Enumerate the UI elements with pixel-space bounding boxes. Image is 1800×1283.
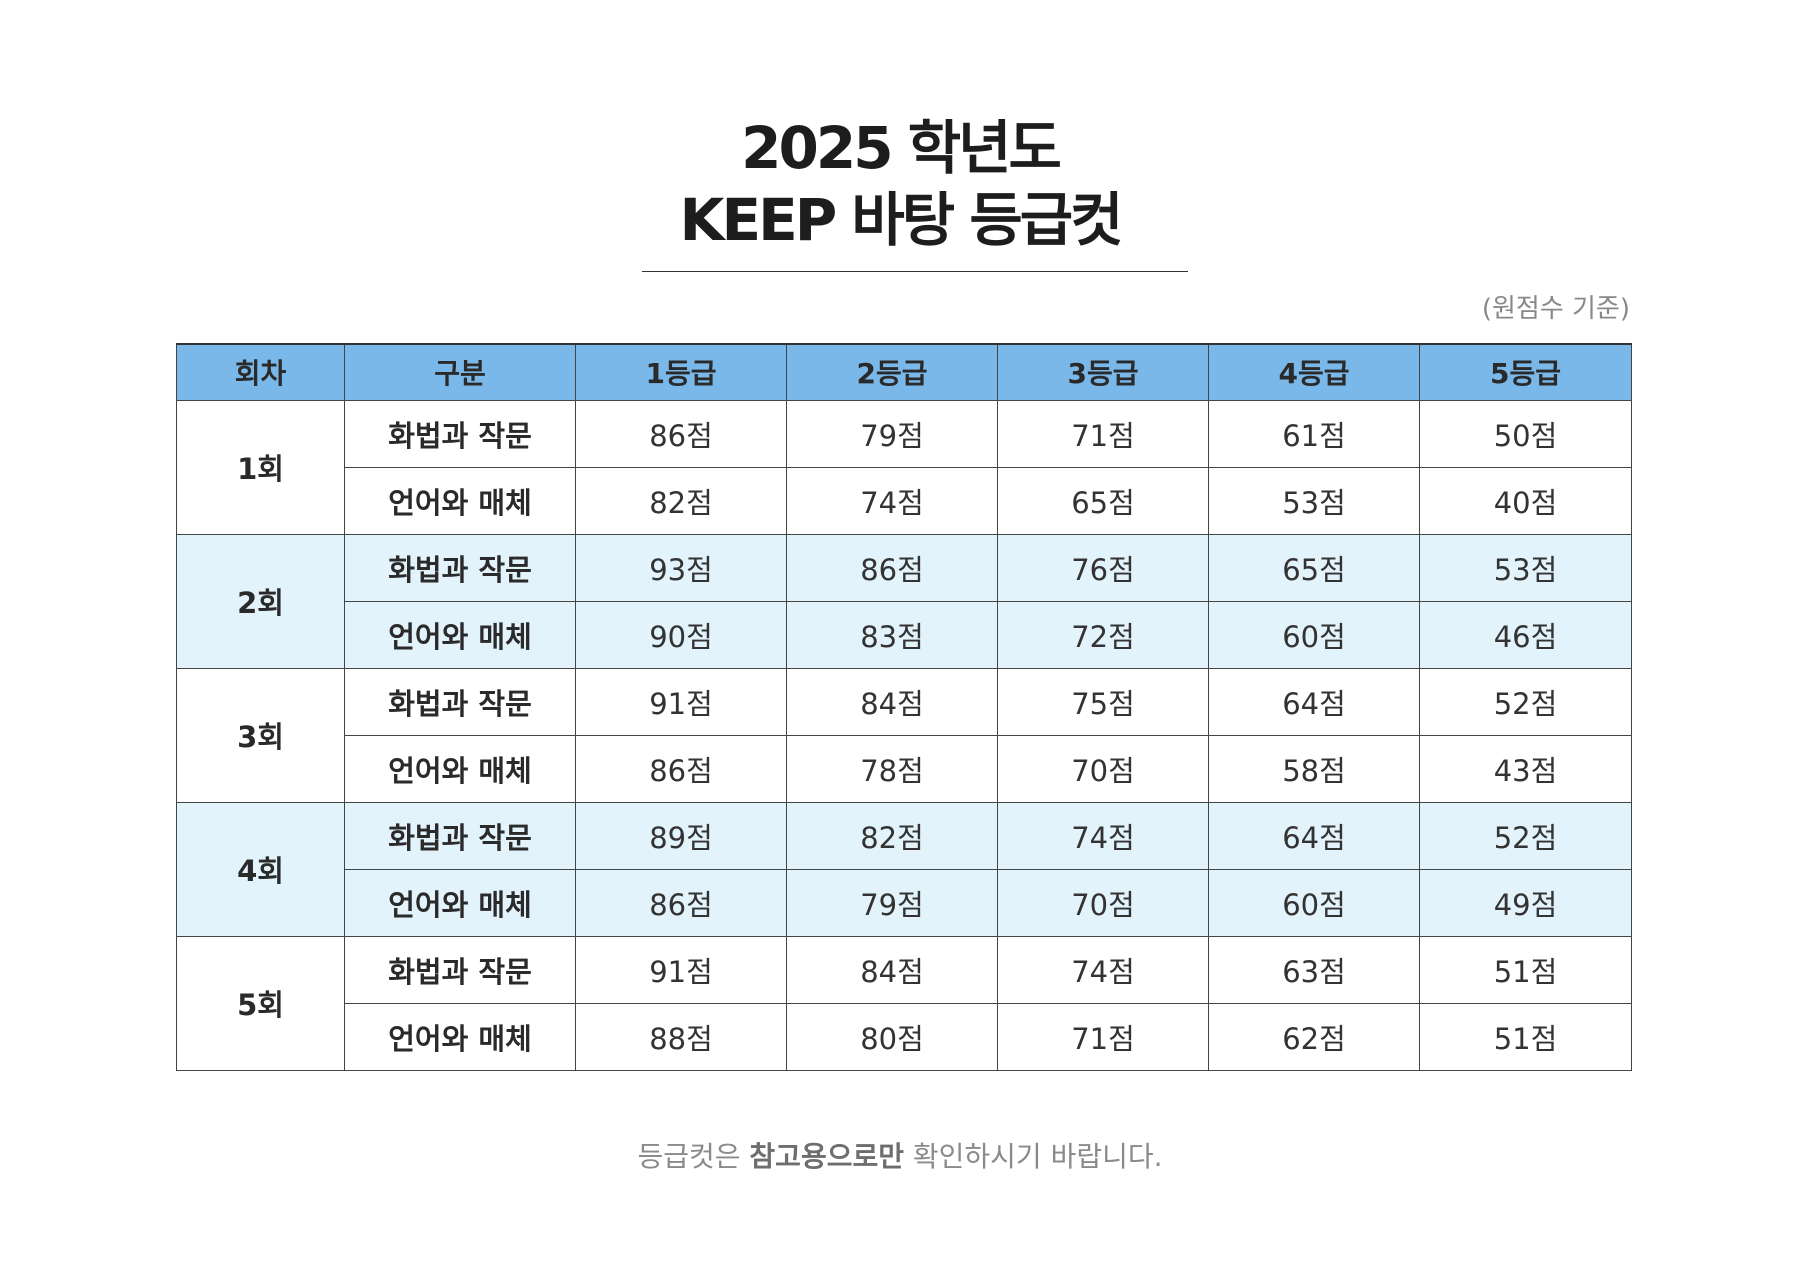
- cut-cell: 65점: [1208, 533, 1420, 602]
- cut-cell: 74점: [786, 466, 998, 535]
- subject-cell: 화법과 작문: [344, 667, 576, 736]
- table-row: 언어와 매체 90점 83점 72점 60점 46점: [177, 600, 1632, 669]
- cut-cell: 50점: [1419, 399, 1632, 468]
- cut-cell: 64점: [1208, 801, 1420, 870]
- cut-cell: 93점: [575, 533, 787, 602]
- grade-cut-table: 회차 구분 1등급 2등급 3등급 4등급 5등급 1회 화법과 작문 86점 …: [176, 343, 1632, 1071]
- subject-cell: 화법과 작문: [344, 935, 576, 1004]
- cut-cell: 60점: [1208, 600, 1420, 669]
- table-header-row: 회차 구분 1등급 2등급 3등급 4등급 5등급: [176, 343, 1632, 401]
- cut-cell: 71점: [997, 399, 1209, 468]
- cut-cell: 79점: [786, 399, 998, 468]
- title-line-1: 2025 학년도: [741, 114, 1062, 182]
- cut-cell: 60점: [1208, 868, 1420, 937]
- title-divider: [642, 271, 1188, 272]
- table-row: 언어와 매체 86점 79점 70점 60점 49점: [177, 868, 1632, 937]
- disclaimer-text-before: 등급컷은: [637, 1140, 750, 1173]
- score-basis-note: (원점수 기준): [1481, 294, 1630, 324]
- subject-cell: 언어와 매체: [344, 734, 576, 803]
- cut-cell: 74점: [997, 801, 1209, 870]
- cut-cell: 64점: [1208, 667, 1420, 736]
- cut-cell: 86점: [786, 533, 998, 602]
- cut-cell: 71점: [997, 1002, 1209, 1071]
- cut-cell: 91점: [575, 935, 787, 1004]
- cut-cell: 52점: [1419, 801, 1632, 870]
- cut-cell: 86점: [575, 399, 787, 468]
- cut-cell: 40점: [1419, 466, 1632, 535]
- header-grade-1: 1등급: [575, 343, 787, 401]
- header-grade-4: 4등급: [1208, 343, 1420, 401]
- cut-cell: 86점: [575, 868, 787, 937]
- cut-cell: 43점: [1419, 734, 1632, 803]
- table-row: 언어와 매체 86점 78점 70점 58점 43점: [177, 734, 1632, 803]
- title-line-2: KEEP 바탕 등급컷: [679, 186, 1124, 254]
- cut-cell: 53점: [1419, 533, 1632, 602]
- subject-cell: 언어와 매체: [344, 600, 576, 669]
- subject-cell: 화법과 작문: [344, 399, 576, 468]
- header-round: 회차: [176, 343, 345, 401]
- cut-cell: 65점: [997, 466, 1209, 535]
- cut-cell: 51점: [1419, 935, 1632, 1004]
- cut-cell: 84점: [786, 935, 998, 1004]
- cut-cell: 82점: [575, 466, 787, 535]
- disclaimer-text-after: 확인하시기 바랍니다.: [903, 1140, 1163, 1173]
- cut-cell: 91점: [575, 667, 787, 736]
- table-row: 3회 화법과 작문 91점 84점 75점 64점 52점: [176, 667, 1632, 803]
- table-row: 언어와 매체 82점 74점 65점 53점 40점: [177, 466, 1632, 535]
- subject-cell: 화법과 작문: [344, 801, 576, 870]
- round-label: 1회: [176, 399, 345, 535]
- cut-cell: 76점: [997, 533, 1209, 602]
- cut-cell: 72점: [997, 600, 1209, 669]
- round-label: 4회: [176, 801, 345, 937]
- cut-cell: 62점: [1208, 1002, 1420, 1071]
- cut-cell: 74점: [997, 935, 1209, 1004]
- page-title: 2025 학년도 KEEP 바탕 등급컷: [0, 112, 1800, 256]
- cut-cell: 90점: [575, 600, 787, 669]
- header-grade-5: 5등급: [1419, 343, 1632, 401]
- cut-cell: 52점: [1419, 667, 1632, 736]
- cut-cell: 75점: [997, 667, 1209, 736]
- round-label: 2회: [176, 533, 345, 669]
- round-label: 3회: [176, 667, 345, 803]
- cut-cell: 46점: [1419, 600, 1632, 669]
- reference-disclaimer: 등급컷은 참고용으로만 확인하시기 바랍니다.: [0, 1135, 1800, 1175]
- subject-cell: 언어와 매체: [344, 868, 576, 937]
- header-category: 구분: [344, 343, 576, 401]
- round-label: 5회: [176, 935, 345, 1071]
- subject-cell: 화법과 작문: [344, 533, 576, 602]
- cut-cell: 70점: [997, 868, 1209, 937]
- cut-cell: 89점: [575, 801, 787, 870]
- disclaimer-emphasis: 참고용으로만: [749, 1140, 904, 1173]
- cut-cell: 78점: [786, 734, 998, 803]
- cut-cell: 79점: [786, 868, 998, 937]
- cut-cell: 84점: [786, 667, 998, 736]
- table-row: 언어와 매체 88점 80점 71점 62점 51점: [177, 1002, 1632, 1071]
- cut-cell: 51점: [1419, 1002, 1632, 1071]
- cut-cell: 58점: [1208, 734, 1420, 803]
- cut-cell: 53점: [1208, 466, 1420, 535]
- table-row: 5회 화법과 작문 91점 84점 74점 63점 51점: [176, 935, 1632, 1071]
- subject-cell: 언어와 매체: [344, 1002, 576, 1071]
- table-row: 2회 화법과 작문 93점 86점 76점 65점 53점: [176, 533, 1632, 669]
- cut-cell: 83점: [786, 600, 998, 669]
- cut-cell: 88점: [575, 1002, 787, 1071]
- cut-cell: 61점: [1208, 399, 1420, 468]
- cut-cell: 49점: [1419, 868, 1632, 937]
- cut-cell: 63점: [1208, 935, 1420, 1004]
- table-row: 4회 화법과 작문 89점 82점 74점 64점 52점: [176, 801, 1632, 937]
- header-grade-2: 2등급: [786, 343, 998, 401]
- cut-cell: 82점: [786, 801, 998, 870]
- subject-cell: 언어와 매체: [344, 466, 576, 535]
- cut-cell: 70점: [997, 734, 1209, 803]
- cut-cell: 80점: [786, 1002, 998, 1071]
- table-row: 1회 화법과 작문 86점 79점 71점 61점 50점: [176, 399, 1632, 535]
- header-grade-3: 3등급: [997, 343, 1209, 401]
- cut-cell: 86점: [575, 734, 787, 803]
